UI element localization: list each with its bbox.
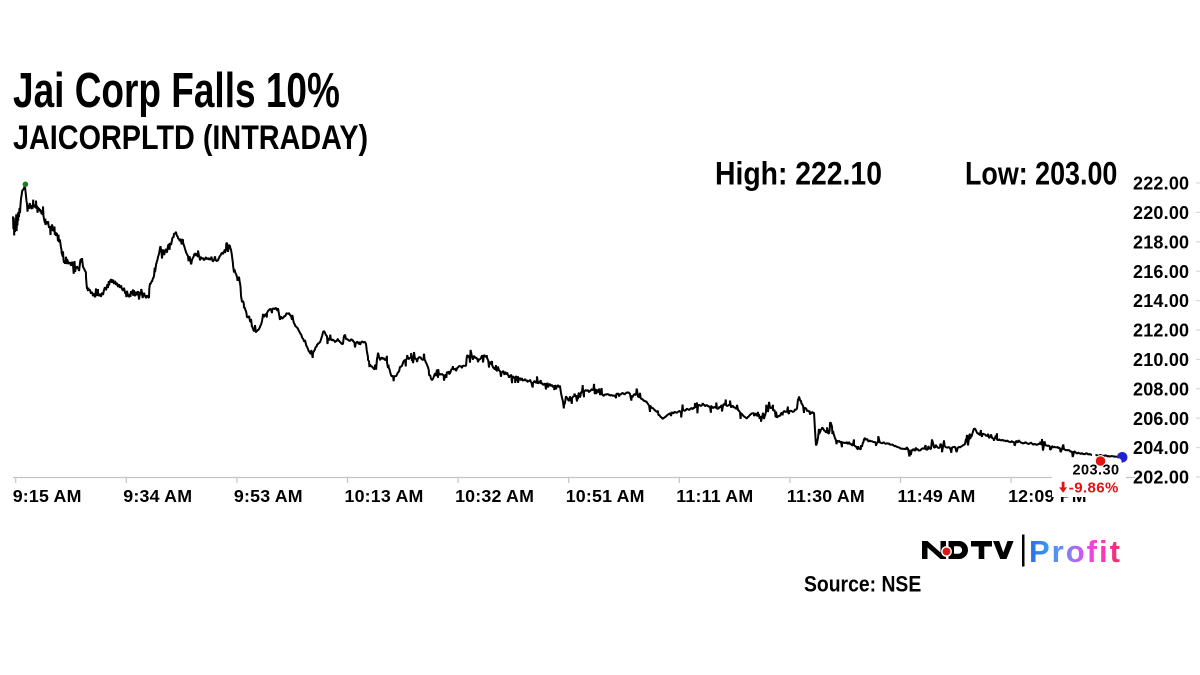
svg-text:10:32 AM: 10:32 AM — [455, 486, 534, 506]
svg-text:11:30 AM: 11:30 AM — [787, 486, 865, 506]
svg-text:11:11 AM: 11:11 AM — [676, 486, 753, 506]
svg-text:216.00: 216.00 — [1133, 262, 1189, 282]
svg-text:Low: 203.00: Low: 203.00 — [965, 156, 1117, 192]
svg-text:9:34 AM: 9:34 AM — [123, 486, 192, 506]
svg-text:218.00: 218.00 — [1133, 232, 1189, 252]
svg-text:10:13 AM: 10:13 AM — [345, 486, 424, 506]
svg-text:212.00: 212.00 — [1133, 321, 1189, 341]
svg-text:10:51 AM: 10:51 AM — [566, 486, 645, 506]
svg-text:222.00: 222.00 — [1133, 174, 1189, 194]
svg-text:JAICORPLTD (INTRADAY): JAICORPLTD (INTRADAY) — [13, 118, 368, 157]
svg-text:220.00: 220.00 — [1133, 203, 1189, 223]
svg-text:214.00: 214.00 — [1133, 291, 1189, 311]
svg-text:High: 222.10: High: 222.10 — [715, 157, 882, 192]
svg-text:9:15 AM: 9:15 AM — [13, 486, 82, 506]
svg-text:Source: NSE: Source: NSE — [804, 572, 921, 596]
svg-text:9:53 AM: 9:53 AM — [234, 486, 303, 506]
svg-text:-9.86%: -9.86% — [1069, 480, 1119, 497]
svg-text:202.00: 202.00 — [1133, 468, 1189, 488]
svg-text:206.00: 206.00 — [1133, 409, 1189, 429]
svg-text:208.00: 208.00 — [1133, 379, 1189, 399]
svg-text:Profit: Profit — [1029, 534, 1122, 569]
svg-text:204.00: 204.00 — [1133, 438, 1189, 458]
svg-text:203.30: 203.30 — [1073, 463, 1120, 479]
svg-text:Jai Corp Falls 10%: Jai Corp Falls 10% — [13, 64, 340, 118]
svg-text:210.00: 210.00 — [1133, 350, 1189, 370]
svg-text:11:49 AM: 11:49 AM — [898, 486, 976, 506]
